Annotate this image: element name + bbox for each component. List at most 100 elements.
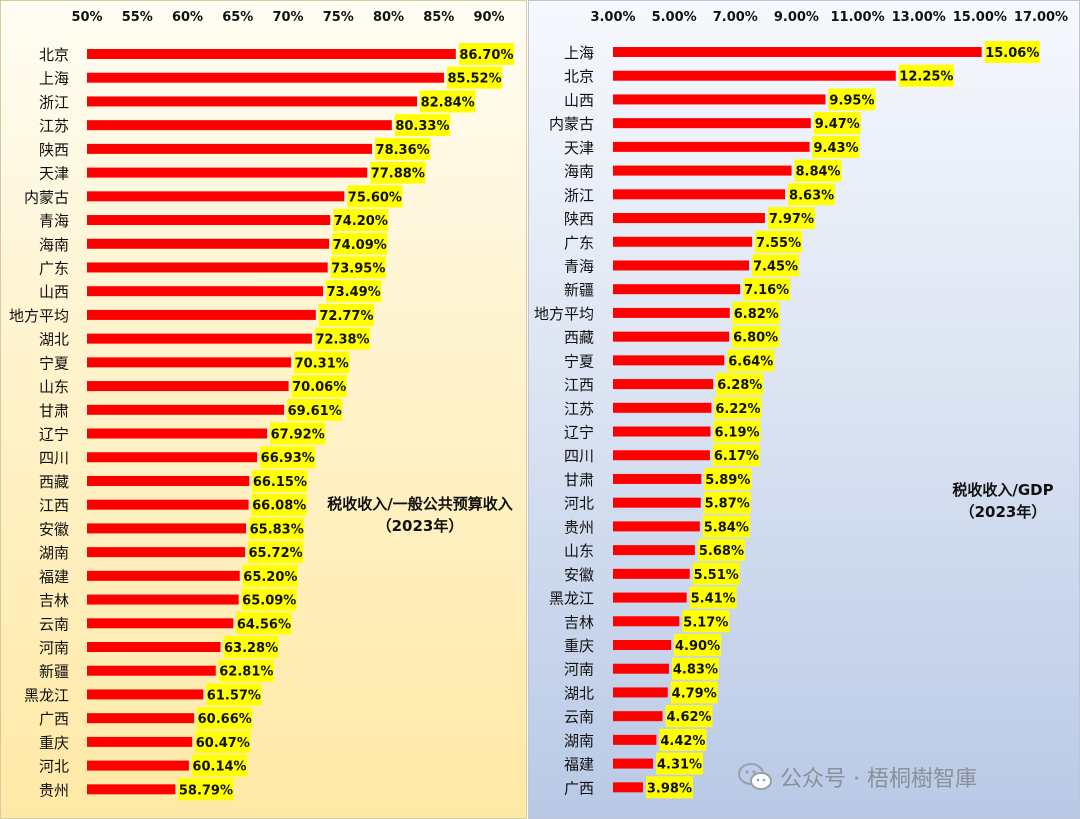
left-category-label: 重庆	[39, 734, 69, 752]
right-data-label-bg	[898, 64, 954, 87]
right-category-label: 陕西	[564, 210, 594, 228]
left-data-label: 65.09%	[242, 594, 296, 609]
right-bar	[613, 331, 730, 342]
right-data-label: 4.62%	[666, 710, 711, 725]
right-data-label-bg	[794, 159, 842, 182]
left-category-label: 福建	[39, 568, 69, 586]
right-data-label: 6.64%	[728, 354, 773, 369]
left-category-label: 江西	[39, 497, 69, 515]
right-bar	[613, 734, 657, 745]
right-data-label-bg	[697, 539, 745, 562]
right-data-label-bg	[828, 88, 876, 111]
left-data-label: 75.60%	[348, 190, 402, 205]
right-data-label-bg	[813, 112, 861, 135]
right-bar	[613, 687, 668, 698]
right-category-label: 安徽	[564, 566, 594, 584]
left-category-label: 山西	[39, 283, 69, 301]
right-tick-label: 3.00%	[590, 10, 635, 25]
left-category-label: 河北	[39, 758, 69, 776]
left-data-label: 70.31%	[295, 356, 349, 371]
right-data-label: 5.87%	[705, 497, 750, 512]
left-bar	[87, 262, 328, 273]
right-data-label: 5.89%	[705, 473, 750, 488]
left-category-label: 天津	[39, 165, 69, 183]
right-bar	[613, 592, 687, 603]
right-bar	[613, 568, 690, 579]
right-bar	[613, 497, 701, 508]
right-data-label: 9.47%	[815, 117, 860, 132]
right-data-label: 4.83%	[673, 663, 718, 678]
left-category-label: 贵州	[39, 781, 69, 799]
right-data-label-bg	[689, 586, 737, 609]
left-category-label: 新疆	[39, 663, 69, 681]
left-bar	[87, 475, 250, 486]
left-bar	[87, 760, 189, 771]
right-data-label-bg	[812, 135, 860, 158]
left-bar	[87, 547, 245, 558]
right-bar	[613, 379, 714, 390]
left-data-label-bg	[330, 256, 386, 279]
right-bar	[613, 450, 710, 461]
chart-left-title: 税收收入/一般公共预算收入	[327, 495, 513, 513]
right-data-label: 6.28%	[717, 378, 762, 393]
left-data-label-bg	[191, 754, 248, 777]
left-data-label: 60.66%	[198, 712, 252, 727]
left-category-label: 湖北	[39, 331, 69, 349]
left-data-label-bg	[332, 232, 388, 255]
right-data-label: 7.45%	[753, 259, 798, 274]
right-data-label: 6.82%	[734, 307, 779, 322]
right-data-label: 8.84%	[795, 165, 840, 180]
wechat-icon	[738, 763, 772, 790]
left-bar	[87, 736, 193, 747]
right-category-label: 青海	[564, 257, 594, 275]
right-bar	[613, 616, 680, 627]
left-data-label: 74.20%	[334, 214, 388, 229]
right-category-label: 上海	[564, 44, 594, 62]
left-category-label: 广东	[39, 259, 69, 277]
left-data-label: 73.49%	[327, 285, 381, 300]
chart-right-title-block: 税收收入/GDP （2023年）	[931, 479, 1075, 523]
left-data-label: 60.14%	[192, 760, 246, 775]
left-bar	[87, 238, 330, 249]
chart-right: 3.00% 5.00% 7.00% 9.00% 11.00% 13.00% 15.00% 17…	[534, 10, 1068, 799]
right-category-label: 天津	[564, 139, 594, 157]
left-tick-label: 85%	[423, 10, 454, 25]
left-data-label: 60.47%	[196, 736, 250, 751]
left-data-label: 64.56%	[237, 617, 291, 632]
left-category-label: 吉林	[39, 592, 69, 610]
right-data-label-bg	[659, 728, 707, 751]
left-category-label: 宁夏	[39, 354, 69, 372]
left-bar	[87, 49, 456, 59]
right-data-label-bg	[671, 657, 719, 680]
left-bar	[87, 357, 292, 368]
left-data-label-bg	[314, 327, 371, 350]
left-bar	[87, 428, 268, 439]
right-tick-label: 15.00%	[953, 10, 1007, 25]
right-category-label: 湖南	[564, 732, 594, 750]
chart-right-subtitle: （2023年）	[959, 503, 1047, 521]
left-data-label-bg	[333, 209, 389, 232]
left-data-label-bg	[270, 422, 326, 445]
right-category-label: 福建	[564, 756, 594, 774]
right-bar	[613, 521, 700, 532]
left-category-label: 黑龙江	[24, 686, 69, 704]
left-tick-label: 65%	[222, 10, 253, 25]
left-data-label: 62.81%	[219, 665, 273, 680]
left-category-label: 北京	[39, 46, 69, 64]
left-bar	[87, 523, 247, 534]
left-category-label: 上海	[39, 70, 69, 88]
right-bar	[613, 70, 896, 81]
left-bar	[87, 286, 324, 297]
left-category-label: 青海	[39, 212, 69, 230]
left-data-label-bg	[318, 303, 375, 326]
right-data-label: 5.84%	[704, 520, 749, 535]
right-category-label: 辽宁	[564, 424, 594, 442]
right-bar	[613, 307, 730, 318]
right-data-label-bg	[727, 349, 775, 372]
left-bar	[87, 381, 289, 392]
right-tick-label: 9.00%	[774, 10, 819, 25]
right-data-label-bg	[755, 230, 803, 253]
left-data-label: 86.70%	[459, 48, 513, 63]
left-bar	[87, 689, 204, 700]
left-data-label-bg	[247, 541, 304, 564]
